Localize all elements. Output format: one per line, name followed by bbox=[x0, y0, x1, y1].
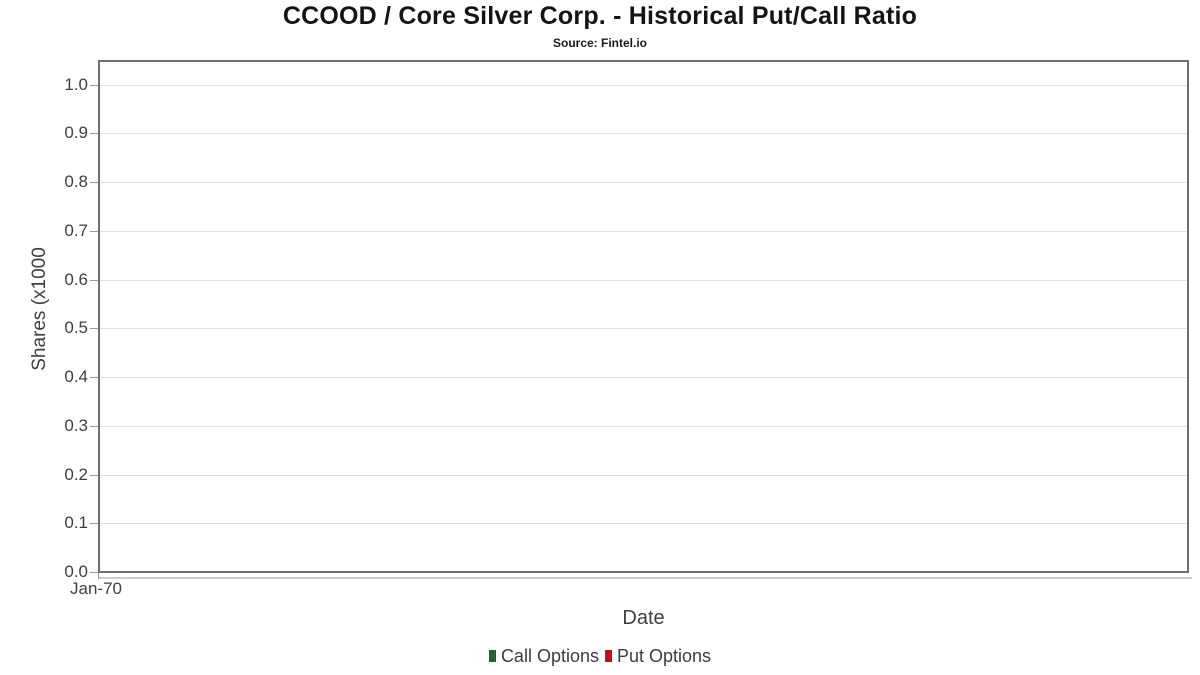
legend-label: Put Options bbox=[616, 646, 712, 666]
plot-area bbox=[98, 60, 1189, 573]
chart-title: CCOOD / Core Silver Corp. - Historical P… bbox=[282, 2, 918, 30]
y-axis-title: Shares (x1000 bbox=[29, 247, 50, 371]
y-tick-label: 0.8 bbox=[64, 172, 88, 191]
legend-item-put-options: Put Options bbox=[604, 645, 712, 667]
legend-item-call-options: Call Options bbox=[488, 645, 599, 667]
y-tick-mark bbox=[90, 328, 98, 329]
gridline bbox=[100, 426, 1187, 427]
x-tick-label: Jan-70 bbox=[70, 579, 122, 598]
x-axis-line bbox=[99, 577, 1192, 579]
y-tick-mark bbox=[90, 133, 98, 134]
legend: Call Options Put Options bbox=[0, 645, 1200, 667]
chart-subtitle: Source: Fintel.io bbox=[552, 36, 647, 50]
gridline bbox=[100, 182, 1187, 183]
y-tick-mark bbox=[90, 280, 98, 281]
y-tick-mark bbox=[90, 377, 98, 378]
y-tick-mark bbox=[90, 426, 98, 427]
legend-label: Call Options bbox=[500, 646, 599, 666]
y-tick-label: 0.6 bbox=[64, 270, 88, 289]
gridline bbox=[100, 475, 1187, 476]
gridline bbox=[100, 231, 1187, 232]
y-tick-label: 0.9 bbox=[64, 123, 88, 142]
y-tick-mark bbox=[90, 523, 98, 524]
y-tick-label: 0.3 bbox=[64, 416, 88, 435]
y-tick-label: 0.7 bbox=[64, 221, 88, 240]
y-tick-mark bbox=[90, 182, 98, 183]
gridline bbox=[100, 328, 1187, 329]
put-options-swatch-icon bbox=[604, 650, 612, 662]
y-tick-label: 0.1 bbox=[64, 513, 88, 532]
y-tick-label: 0.0 bbox=[64, 562, 88, 581]
gridline bbox=[100, 133, 1187, 134]
y-tick-mark bbox=[90, 475, 98, 476]
gridline bbox=[100, 523, 1187, 524]
y-tick-mark bbox=[90, 572, 98, 573]
gridline bbox=[100, 280, 1187, 281]
y-tick-label: 0.4 bbox=[64, 367, 88, 386]
gridline bbox=[100, 85, 1187, 86]
y-tick-mark bbox=[90, 231, 98, 232]
y-tick-label: 0.5 bbox=[64, 318, 88, 337]
x-tick-mark bbox=[98, 573, 99, 579]
x-axis-title: Date bbox=[622, 607, 665, 629]
y-tick-mark bbox=[90, 85, 98, 86]
y-tick-label: 1.0 bbox=[64, 75, 88, 94]
call-options-swatch-icon bbox=[488, 650, 496, 662]
gridline bbox=[100, 377, 1187, 378]
y-tick-label: 0.2 bbox=[64, 465, 88, 484]
